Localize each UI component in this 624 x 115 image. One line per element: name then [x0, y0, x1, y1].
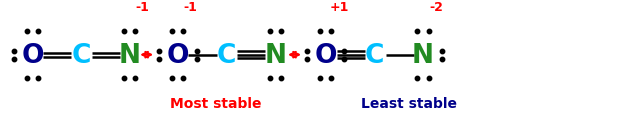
Text: C: C [71, 42, 91, 68]
Text: N: N [119, 42, 141, 68]
Text: O: O [314, 42, 337, 68]
Text: +1: +1 [329, 1, 349, 14]
Text: -1: -1 [135, 1, 149, 14]
Text: C: C [364, 42, 384, 68]
Text: Most stable: Most stable [170, 96, 261, 110]
Text: N: N [412, 42, 434, 68]
Text: C: C [217, 42, 236, 68]
Text: N: N [264, 42, 286, 68]
Text: -1: -1 [183, 1, 197, 14]
Text: -2: -2 [430, 1, 444, 14]
Text: Least stable: Least stable [361, 96, 457, 110]
Text: O: O [167, 42, 189, 68]
Text: O: O [21, 42, 44, 68]
